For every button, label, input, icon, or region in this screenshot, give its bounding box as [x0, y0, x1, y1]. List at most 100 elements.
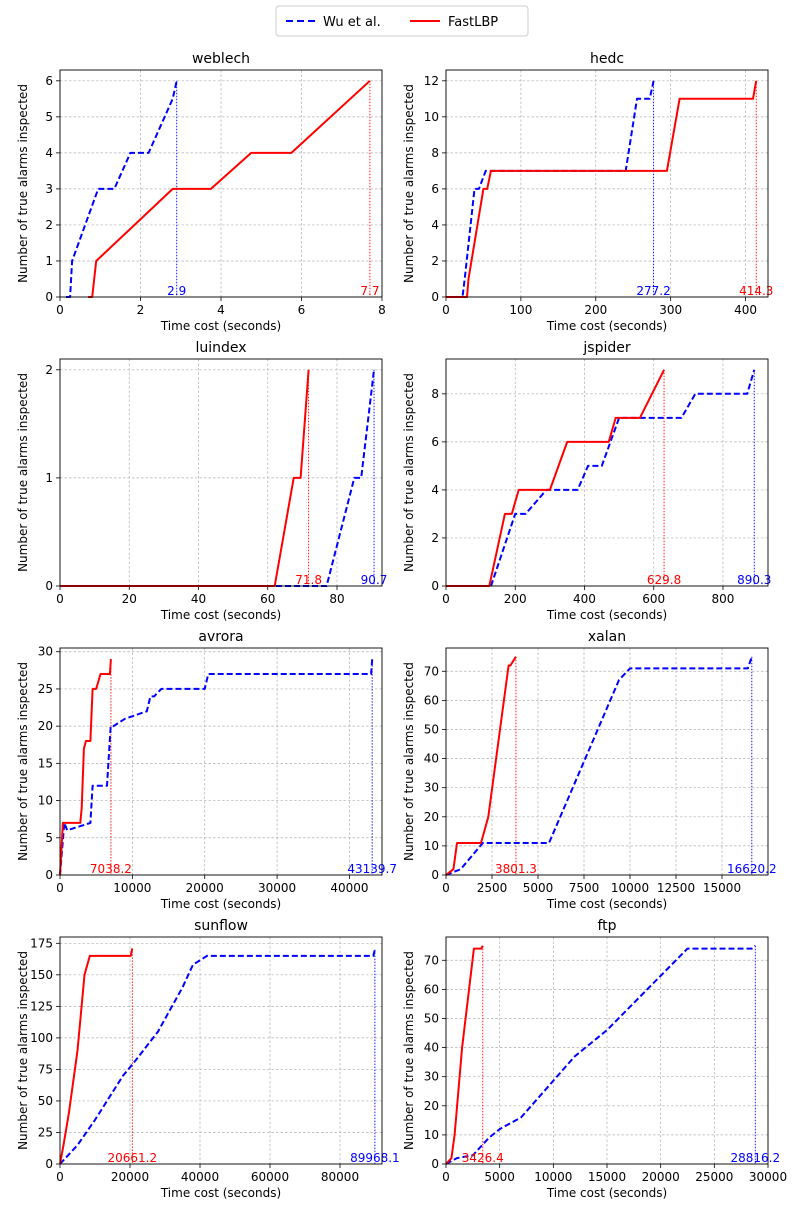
y-tick-label: 1: [45, 254, 53, 268]
x-tick-label: 0: [56, 1170, 64, 1184]
x-tick-label: 0: [442, 881, 450, 895]
x-tick-label: 200: [584, 303, 607, 317]
x-tick-label: 60000: [251, 1170, 289, 1184]
y-tick-label: 125: [30, 999, 53, 1013]
subplot-title: xalan: [588, 629, 626, 645]
x-tick-label: 0: [442, 592, 450, 606]
y-tick-label: 2: [431, 254, 439, 268]
y-tick-label: 0: [431, 579, 439, 593]
y-axis-label: Number of true alarms inspected: [16, 373, 30, 572]
y-tick-label: 20: [424, 1099, 439, 1113]
y-tick-label: 6: [431, 435, 439, 449]
x-tick-label: 400: [734, 303, 757, 317]
series-line-fastlbp: [446, 369, 665, 587]
x-tick-label: 8: [378, 303, 386, 317]
x-tick-label: 10000: [113, 881, 151, 895]
y-tick-label: 15: [38, 756, 53, 770]
subplot-sunflow: 0 20000 40000 60000 80000 0 25 50 75 100 125 150 175…: [16, 918, 400, 1200]
series-line-fastlbp: [88, 80, 371, 298]
y-tick-label: 2: [45, 363, 53, 377]
y-tick-label: 5: [45, 831, 53, 845]
y-tick-label: 70: [424, 953, 439, 967]
x-tick-label: 20000: [111, 1170, 149, 1184]
x-tick-label: 200: [504, 592, 527, 606]
subplot-jspider: 0 200 400 600 800 0 2 4 6 8 629.8 890.3 jspider Time …: [402, 340, 771, 622]
axes-frame: [59, 69, 383, 298]
y-tick-label: 2: [45, 218, 53, 232]
series-line-wu: [66, 80, 178, 298]
x-axis-label: Time cost (seconds): [160, 608, 281, 622]
x-tick-label: 0: [56, 303, 64, 317]
y-tick-label: 4: [431, 218, 439, 232]
y-tick-label: 8: [431, 387, 439, 401]
series-line-wu: [59, 949, 376, 1165]
subplot-title: ftp: [597, 918, 616, 934]
y-tick-label: 100: [30, 1031, 53, 1045]
y-tick-label: 25: [38, 1125, 53, 1139]
x-tick-label: 20000: [642, 1170, 680, 1184]
x-tick-label: 80: [329, 592, 344, 606]
x-tick-label: 15000: [703, 881, 741, 895]
end-time-label: 890.3: [737, 573, 771, 587]
x-tick-label: 2500: [477, 881, 508, 895]
x-tick-label: 6: [298, 303, 306, 317]
y-tick-label: 150: [30, 968, 53, 982]
x-tick-label: 2: [137, 303, 145, 317]
x-tick-label: 12500: [657, 881, 695, 895]
y-tick-label: 10: [38, 794, 53, 808]
series-line-fastlbp: [446, 80, 758, 298]
x-tick-label: 10000: [611, 881, 649, 895]
x-tick-label: 0: [442, 303, 450, 317]
subplot-ftp: 0 5000 10000 15000 20000 25000 30000 0 10 20 30 40 5…: [402, 918, 787, 1200]
subplot-title: weblech: [192, 51, 250, 67]
x-tick-label: 7500: [569, 881, 600, 895]
y-tick-label: 10: [424, 110, 439, 124]
axes-frame: [59, 358, 383, 587]
y-tick-label: 0: [45, 290, 53, 304]
x-tick-label: 5000: [484, 1170, 515, 1184]
series-line-wu: [60, 369, 375, 587]
subplot-title: sunflow: [194, 918, 248, 934]
y-tick-label: 0: [45, 1157, 53, 1171]
x-tick-label: 0: [56, 592, 64, 606]
x-axis-label: Time cost (seconds): [160, 1186, 281, 1200]
axes-frame: [445, 69, 769, 298]
end-time-label: 28816.2: [730, 1151, 780, 1165]
y-tick-label: 1: [45, 471, 53, 485]
end-time-label: 629.8: [647, 573, 681, 587]
end-time-label: 16620.2: [727, 862, 777, 876]
end-time-label: 20661.2: [108, 1151, 158, 1165]
x-axis-label: Time cost (seconds): [546, 319, 667, 333]
y-tick-label: 0: [431, 290, 439, 304]
y-axis-label: Number of true alarms inspected: [402, 84, 416, 283]
end-time-label: 89968.1: [350, 1151, 400, 1165]
x-tick-label: 600: [642, 592, 665, 606]
y-axis-label: Number of true alarms inspected: [402, 373, 416, 572]
end-time-label: 90.7: [361, 573, 388, 587]
axes-frame: [59, 647, 383, 876]
y-tick-label: 3: [45, 182, 53, 196]
y-tick-label: 70: [424, 664, 439, 678]
y-tick-label: 10: [424, 1128, 439, 1142]
end-time-label: 414.3: [739, 284, 773, 298]
subplot-title: hedc: [590, 51, 624, 67]
y-tick-label: 20: [424, 810, 439, 824]
x-tick-label: 60: [260, 592, 275, 606]
y-axis-label: Number of true alarms inspected: [16, 84, 30, 283]
x-tick-label: 40000: [330, 881, 368, 895]
x-tick-label: 400: [573, 592, 596, 606]
end-time-label: 277.2: [636, 284, 670, 298]
y-tick-label: 4: [431, 483, 439, 497]
y-axis-label: Number of true alarms inspected: [16, 662, 30, 861]
x-tick-label: 300: [659, 303, 682, 317]
legend-frame: [275, 5, 529, 37]
x-tick-label: 30000: [258, 881, 296, 895]
x-axis-label: Time cost (seconds): [546, 897, 667, 911]
y-tick-label: 30: [38, 645, 53, 659]
y-axis-label: Number of true alarms inspected: [16, 951, 30, 1150]
y-tick-label: 50: [424, 1011, 439, 1025]
series-line-fastlbp: [445, 656, 517, 876]
y-tick-label: 0: [431, 1157, 439, 1171]
x-axis-label: Time cost (seconds): [160, 897, 281, 911]
end-time-label: 7038.2: [90, 862, 132, 876]
